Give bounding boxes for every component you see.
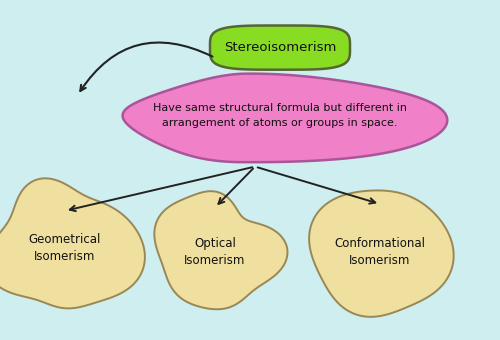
Text: Stereoisomerism: Stereoisomerism: [224, 41, 336, 54]
Polygon shape: [0, 178, 145, 308]
Polygon shape: [154, 191, 288, 309]
Text: Conformational
Isomerism: Conformational Isomerism: [334, 237, 426, 267]
Polygon shape: [309, 190, 454, 317]
Text: Optical
Isomerism: Optical Isomerism: [184, 237, 246, 267]
Polygon shape: [210, 26, 350, 70]
Text: Geometrical
Isomerism: Geometrical Isomerism: [29, 233, 101, 263]
Text: Have same structural formula but different in
arrangement of atoms or groups in : Have same structural formula but differe…: [153, 103, 407, 128]
Polygon shape: [122, 74, 448, 162]
